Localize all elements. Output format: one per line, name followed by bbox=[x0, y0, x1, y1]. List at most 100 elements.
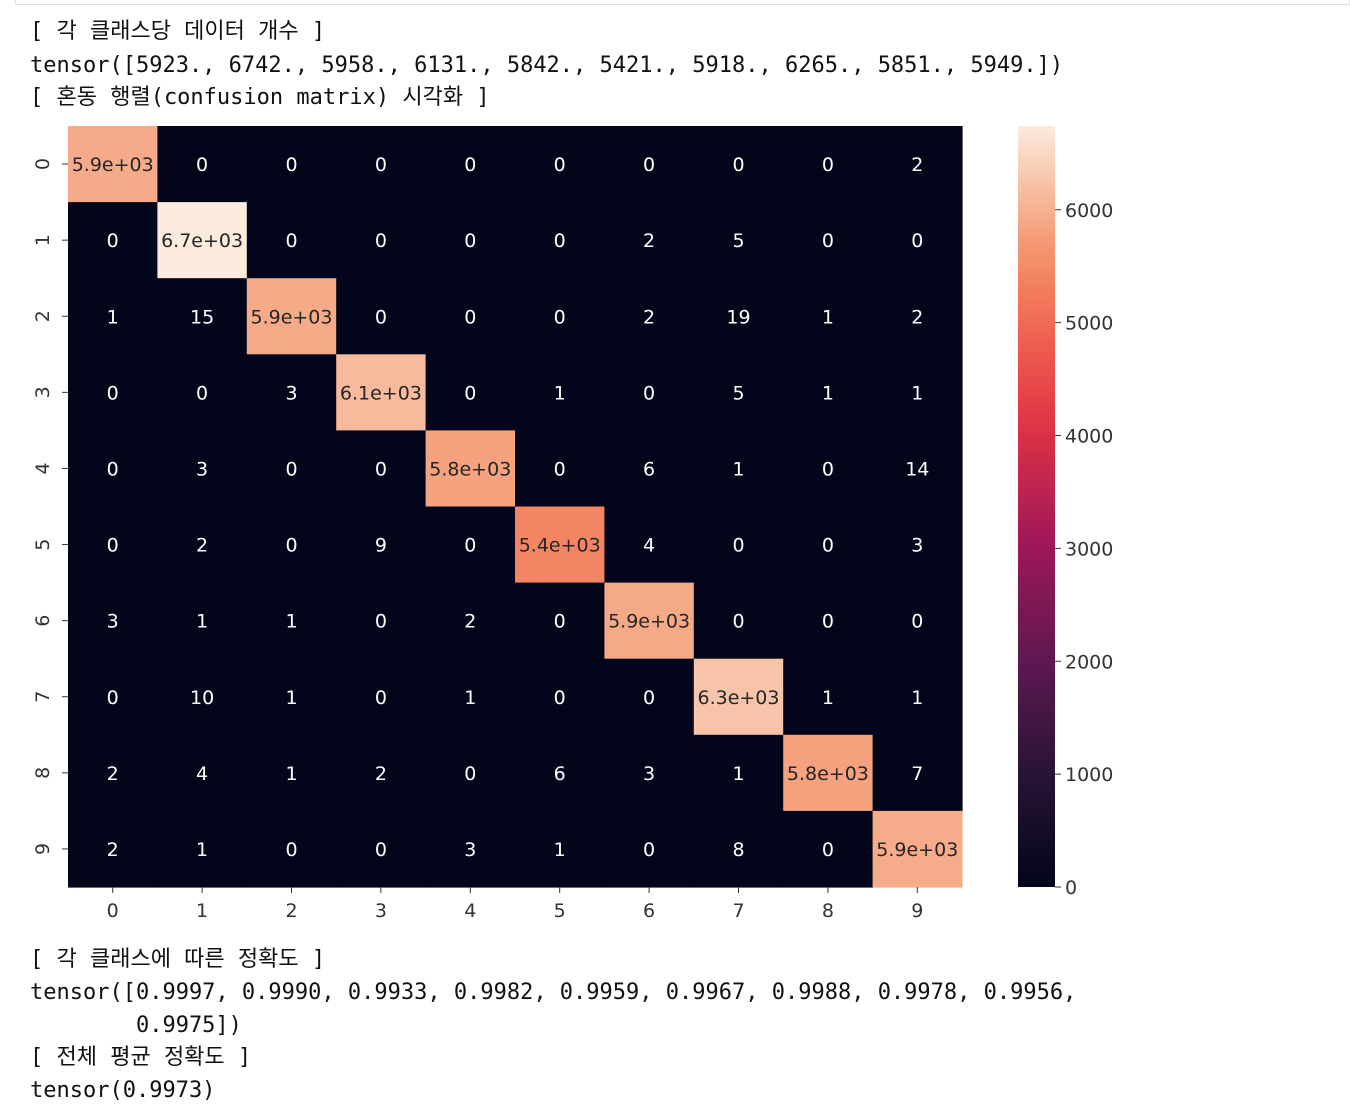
heatmap-cell bbox=[157, 582, 248, 660]
heatmap-cell-label: 0 bbox=[822, 535, 834, 557]
heatmap-cell bbox=[157, 734, 248, 812]
heatmap-cell-label: 5.9e+03 bbox=[608, 611, 690, 633]
heatmap-cell bbox=[515, 202, 605, 279]
heatmap-cell bbox=[336, 582, 427, 660]
heatmap-cell-label: 1 bbox=[911, 382, 923, 404]
heatmap-cell bbox=[693, 278, 784, 355]
heatmap-cell bbox=[783, 506, 874, 584]
heatmap-cell bbox=[336, 354, 427, 431]
heatmap-cell-label: 0 bbox=[285, 839, 297, 861]
heatmap-cell bbox=[246, 126, 337, 203]
heatmap-cell bbox=[246, 658, 337, 736]
heatmap-cell-label: 5.4e+03 bbox=[519, 535, 601, 557]
heatmap-cell-label: 0 bbox=[554, 154, 566, 176]
x-tick-label: 8 bbox=[822, 900, 834, 922]
heatmap-cell-label: 5.9e+03 bbox=[72, 154, 154, 176]
heatmap-cell-label: 2 bbox=[464, 611, 476, 633]
heatmap-cell bbox=[693, 430, 784, 508]
heatmap-cell-label: 0 bbox=[107, 535, 119, 557]
x-tick-label: 4 bbox=[464, 900, 476, 922]
heatmap-cell bbox=[425, 658, 516, 736]
heatmap-cell bbox=[68, 734, 158, 812]
heatmap-cell-label: 19 bbox=[726, 306, 750, 328]
x-tick-label: 1 bbox=[196, 900, 208, 922]
heatmap-cell-label: 4 bbox=[643, 535, 655, 557]
heatmap-cell-label: 0 bbox=[107, 382, 119, 404]
heatmap-cell-label: 2 bbox=[107, 763, 119, 785]
heatmap-cell-label: 6 bbox=[554, 763, 566, 785]
heatmap-cell-label: 0 bbox=[285, 154, 297, 176]
heatmap-cell-label: 1 bbox=[911, 687, 923, 709]
heatmap-cell bbox=[425, 734, 516, 812]
heatmap-cell bbox=[783, 582, 874, 660]
heatmap-cell bbox=[336, 278, 427, 355]
heatmap-cell-label: 3 bbox=[107, 611, 119, 633]
heatmap-cell-label: 2 bbox=[911, 306, 923, 328]
heatmap-cell-label: 1 bbox=[732, 458, 744, 480]
heatmap-cell bbox=[515, 658, 605, 736]
heatmap-cell-label: 0 bbox=[732, 154, 744, 176]
accuracy-tensor-line2: 0.9975]) bbox=[30, 1013, 242, 1038]
heatmap-cell-label: 1 bbox=[285, 687, 297, 709]
heatmap-cell bbox=[515, 430, 605, 508]
heatmap-cell-label: 3 bbox=[911, 535, 923, 557]
heatmap-cell bbox=[693, 126, 784, 203]
heatmap-cell-label: 2 bbox=[643, 230, 655, 252]
heatmap-cell-label: 2 bbox=[196, 535, 208, 557]
y-tick-label: 6 bbox=[32, 615, 54, 627]
heatmap-cell bbox=[336, 126, 427, 203]
heatmap-cell-label: 0 bbox=[285, 458, 297, 480]
colorbar-tick-label: 6000 bbox=[1065, 200, 1113, 222]
heatmap-cell bbox=[783, 354, 874, 431]
heatmap-cell-label: 3 bbox=[464, 839, 476, 861]
colorbar-tick-label: 3000 bbox=[1065, 538, 1113, 560]
heatmap-cell bbox=[604, 354, 695, 431]
heatmap-cell bbox=[515, 582, 605, 660]
heatmap-cell bbox=[515, 506, 605, 584]
heatmap-cell bbox=[68, 202, 158, 279]
heatmap-cell-label: 0 bbox=[464, 154, 476, 176]
colorbar-tick-label: 4000 bbox=[1065, 426, 1113, 448]
heatmap-cell bbox=[336, 506, 427, 584]
heatmap-cell-label: 4 bbox=[196, 763, 208, 785]
heatmap-cell bbox=[872, 658, 963, 736]
heatmap-cell-label: 0 bbox=[643, 839, 655, 861]
heatmap-cell-label: 0 bbox=[375, 154, 387, 176]
heatmap-cell bbox=[693, 354, 784, 431]
y-tick-label: 0 bbox=[32, 158, 54, 170]
heatmap-cell bbox=[246, 582, 337, 660]
heatmap-cell bbox=[68, 658, 158, 736]
heatmap-cell-label: 14 bbox=[905, 458, 929, 480]
heatmap-cell bbox=[336, 734, 427, 812]
colorbar-tick-label: 5000 bbox=[1065, 313, 1113, 335]
heatmap-cell-label: 2 bbox=[107, 839, 119, 861]
x-tick-label: 7 bbox=[732, 900, 744, 922]
heatmap-cell bbox=[157, 126, 248, 203]
heatmap-cell bbox=[693, 582, 784, 660]
heatmap-cell bbox=[425, 354, 516, 431]
heatmap-cell-label: 3 bbox=[285, 382, 297, 404]
heatmap-cell bbox=[872, 810, 963, 888]
heatmap-cell-label: 0 bbox=[822, 154, 834, 176]
heatmap-cell bbox=[425, 810, 516, 888]
heatmap-cell bbox=[157, 506, 248, 584]
heatmap-cell bbox=[515, 126, 605, 203]
heatmap-cell bbox=[336, 430, 427, 508]
heatmap-cell bbox=[604, 430, 695, 508]
heatmap-cell bbox=[872, 202, 963, 279]
heatmap-cell bbox=[693, 734, 784, 812]
heatmap-cell bbox=[604, 202, 695, 279]
heatmap-cell bbox=[604, 810, 695, 888]
heatmap-cell-label: 0 bbox=[554, 230, 566, 252]
x-tick-label: 9 bbox=[911, 900, 923, 922]
colorbar bbox=[1018, 126, 1055, 887]
heatmap-cell bbox=[515, 734, 605, 812]
heatmap-cell-label: 3 bbox=[643, 763, 655, 785]
heatmap-cell-label: 10 bbox=[190, 687, 214, 709]
heatmap-cell-label: 0 bbox=[822, 230, 834, 252]
heatmap-cell bbox=[157, 658, 248, 736]
heatmap-cell bbox=[604, 278, 695, 355]
heatmap-cell-label: 5 bbox=[732, 382, 744, 404]
heatmap-cell bbox=[246, 278, 337, 355]
heatmap-cell bbox=[246, 810, 337, 888]
